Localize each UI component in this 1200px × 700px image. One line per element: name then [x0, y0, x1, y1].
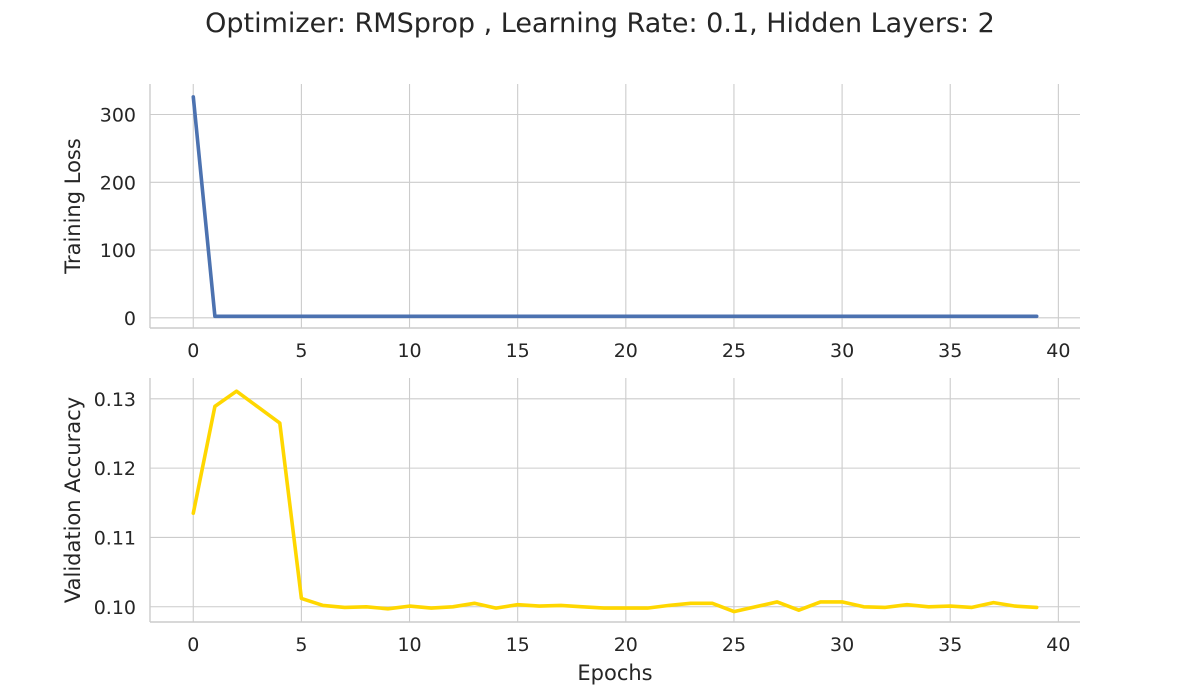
y-tick-label: 200	[100, 172, 136, 194]
x-tick-label: 0	[187, 340, 199, 362]
y-tick-label: 0.12	[94, 458, 136, 480]
x-tick-label: 15	[506, 634, 530, 656]
x-tick-label: 5	[295, 340, 307, 362]
x-tick-label: 10	[397, 634, 421, 656]
y-tick-label: 300	[100, 105, 136, 127]
x-tick-label: 40	[1046, 340, 1070, 362]
x-tick-label: 5	[295, 634, 307, 656]
loss-series-line	[191, 95, 1039, 319]
x-tick-label: 20	[614, 634, 638, 656]
y-tick-label: 0	[124, 308, 136, 330]
accuracy-series-line	[191, 389, 1039, 614]
x-tick-label: 30	[830, 340, 854, 362]
validation-accuracy-panel: 0 5 10 15 20 25 30 35 40 0.10 0.11 0.12 0.13 Validati…	[61, 378, 1080, 685]
y-axis-label: Validation Accuracy	[61, 397, 85, 603]
y-tick-label: 0.11	[94, 527, 136, 549]
x-tick-label: 15	[506, 340, 530, 362]
training-loss-panel: 0 5 10 15 20 25 30 35 40 0 100 200 300 Training Loss	[61, 84, 1080, 362]
figure-title: Optimizer: RMSprop , Learning Rate: 0.1,…	[205, 8, 995, 39]
x-tick-label: 35	[938, 340, 962, 362]
x-axis-label: Epochs	[577, 661, 652, 685]
x-tick-label: 25	[722, 340, 746, 362]
x-tick-label: 35	[938, 634, 962, 656]
x-tick-label: 0	[187, 634, 199, 656]
x-tick-label: 30	[830, 634, 854, 656]
x-tick-label: 10	[397, 340, 421, 362]
x-tick-label: 20	[614, 340, 638, 362]
y-axis-label: Training Loss	[61, 138, 85, 275]
x-tick-label: 40	[1046, 634, 1070, 656]
x-tick-label: 25	[722, 634, 746, 656]
y-tick-label: 0.10	[94, 597, 136, 619]
y-tick-label: 100	[100, 240, 136, 262]
y-tick-label: 0.13	[94, 389, 136, 411]
